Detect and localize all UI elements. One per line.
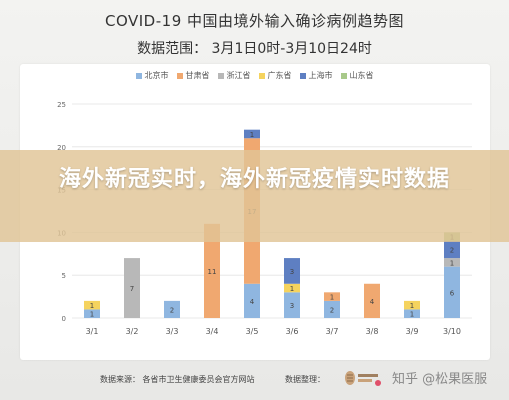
legend-swatch (135, 72, 142, 79)
legend-swatch (258, 72, 265, 79)
chart-legend: 北京市 甘肃省 浙江省 广东省 上海市 山东省 (0, 70, 509, 81)
data-label: 1 (90, 302, 94, 310)
x-tick-label: 3/4 (206, 327, 219, 336)
legend-label: 广东省 (267, 71, 292, 80)
data-label: 1 (330, 294, 334, 302)
data-label: 7 (130, 285, 134, 293)
bar-segment (84, 300, 100, 310)
x-tick-label: 3/8 (366, 327, 379, 336)
x-tick-label: 3/9 (406, 327, 419, 336)
bar-segment (284, 283, 300, 293)
bar-segment (324, 292, 340, 301)
y-tick-label: 5 (62, 272, 66, 280)
data-source-note: 数据来源： 各省市卫生健康委员会官方网站 (100, 375, 255, 384)
x-tick-label: 3/6 (286, 327, 299, 336)
legend-entry: 浙江省 (217, 70, 251, 81)
bar-segment (84, 309, 100, 318)
data-label: 6 (450, 289, 455, 297)
data-label: 1 (410, 311, 414, 319)
x-tick-label: 3/7 (326, 327, 339, 336)
bar-segment (324, 300, 340, 318)
legend-entry: 上海市 (299, 70, 333, 81)
legend-swatch (299, 72, 306, 79)
chart-title: COVID-19 中国由境外输入确诊病例趋势图 (104, 12, 405, 30)
data-organizer-note: 数据整理： (285, 375, 325, 384)
legend-label: 北京市 (144, 71, 169, 80)
legend-entry: 山东省 (340, 70, 374, 81)
bar-segment (404, 300, 420, 310)
y-tick-label: 25 (57, 101, 66, 109)
data-label: 4 (250, 298, 255, 306)
zhihu-watermark: 知乎 @松果医服 (392, 372, 488, 387)
banner-headline: 海外新冠实时，海外新冠疫情实时数据 (58, 167, 450, 192)
x-tick-label: 3/5 (246, 327, 259, 336)
data-label: 2 (330, 306, 334, 314)
data-label: 4 (370, 298, 375, 306)
data-label: 1 (410, 302, 414, 310)
x-tick-label: 3/3 (166, 327, 179, 336)
legend-swatch (340, 72, 347, 79)
data-label: 1 (250, 131, 254, 139)
chart-subtitle: 数据范围： 3月1日0时-3月10日24时 (137, 41, 372, 57)
bar-segment (364, 283, 380, 318)
bar-segment (284, 292, 300, 318)
data-label: 1 (90, 311, 94, 319)
x-tick-label: 3/2 (126, 327, 139, 336)
data-label: 3 (290, 302, 294, 310)
overlay-banner (0, 150, 509, 242)
data-label: 3 (290, 268, 294, 276)
legend-label: 上海市 (308, 71, 333, 80)
legend-swatch (217, 72, 224, 79)
data-label: 1 (450, 259, 454, 267)
data-label: 2 (450, 247, 454, 255)
legend-swatch (176, 72, 183, 79)
pinecone-logo-icon (345, 371, 381, 386)
bar-segment (124, 258, 140, 318)
bar-segment (444, 266, 460, 318)
y-tick-label: 20 (57, 144, 66, 152)
bar-segment (444, 258, 460, 267)
x-tick-label: 3/1 (86, 327, 99, 336)
legend-entry: 北京市 (135, 70, 169, 81)
data-label: 1 (290, 285, 294, 293)
bar-segment (404, 309, 420, 318)
legend-label: 甘肃省 (185, 71, 210, 80)
data-label: 11 (208, 268, 217, 276)
bar-segment (204, 223, 220, 318)
bar-segment (244, 129, 260, 139)
x-tick-label: 3/10 (443, 327, 461, 336)
bar-segment (164, 300, 180, 318)
bar-segment (284, 258, 300, 284)
legend-label: 浙江省 (226, 71, 251, 80)
legend-entry: 广东省 (258, 70, 292, 81)
data-label: 2 (170, 306, 174, 314)
y-tick-label: 0 (62, 315, 66, 323)
legend-entry: 甘肃省 (176, 70, 210, 81)
legend-label: 山东省 (349, 71, 374, 80)
bar-segment (244, 283, 260, 318)
bar-segment (444, 240, 460, 259)
